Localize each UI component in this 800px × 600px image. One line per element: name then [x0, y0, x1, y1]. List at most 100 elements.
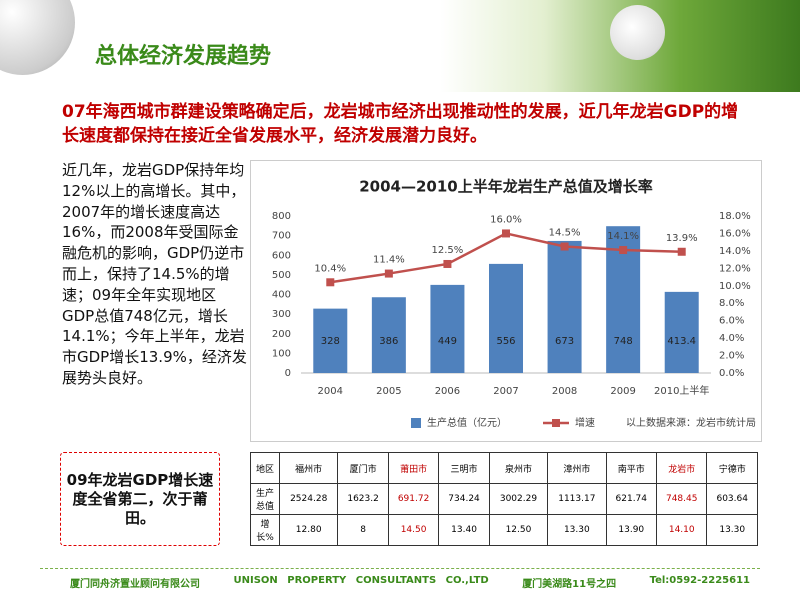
table-cell: 748.45 — [655, 483, 708, 515]
source-note: 以上数据来源：龙岩市统计局 — [626, 416, 756, 429]
y2-tick-label: 6.0% — [719, 316, 744, 327]
company: 厦门同舟济置业顾问有限公司 — [70, 579, 200, 590]
table-cell: 3002.29 — [488, 483, 549, 515]
x-tick-label: 2007 — [493, 386, 518, 397]
table-cell: 2524.28 — [278, 483, 339, 515]
callout: 09年龙岩GDP增长速度全省第二，次于莆田。 — [60, 452, 220, 546]
marker — [502, 229, 510, 238]
y2-tick-label: 12.0% — [719, 263, 751, 274]
table-row: 地区 福州市 厦门市 莆田市 三明市 泉州市 漳州市 南平市 龙岩市 宁德市 — [250, 452, 758, 484]
table-cell: 13.40 — [438, 514, 490, 546]
y-tick-label: 700 — [272, 231, 291, 242]
table-cell: 福州市 — [278, 452, 339, 484]
table-cell: 龙岩市 — [655, 452, 708, 484]
y-tick-label: 100 — [272, 348, 291, 359]
marker — [443, 259, 452, 268]
point-label: 12.5% — [432, 245, 464, 256]
comparison-table: 地区 福州市 厦门市 莆田市 三明市 泉州市 漳州市 南平市 龙岩市 宁德市 生产总值 2524.28… — [250, 452, 758, 546]
y2-tick-label: 14.0% — [719, 246, 751, 257]
table-cell: 13.90 — [605, 514, 658, 546]
x-tick-label: 2006 — [435, 386, 460, 397]
table-cell: 三明市 — [438, 452, 490, 484]
y2-tick-label: 18.0% — [719, 211, 751, 222]
table-cell: 增长% — [250, 514, 280, 546]
table-cell: 漳州市 — [547, 452, 607, 484]
marker — [619, 246, 628, 255]
y-tick-label: 400 — [272, 290, 291, 301]
bar — [547, 240, 582, 373]
divider — [40, 568, 760, 569]
y2-tick-label: 0.0% — [719, 368, 744, 379]
bar-label: 673 — [555, 336, 574, 347]
table-cell: 莆田市 — [387, 452, 440, 484]
y2-tick-label: 2.0% — [719, 351, 744, 362]
y-tick-label: 600 — [272, 250, 291, 261]
table-cell: 南平市 — [605, 452, 658, 484]
marker — [384, 269, 393, 278]
y-tick-label: 0 — [285, 368, 291, 379]
table-cell: 621.74 — [605, 483, 658, 515]
bar — [664, 291, 699, 373]
bar-label: 449 — [438, 336, 457, 347]
legend-swatch — [411, 418, 421, 428]
chart: 2004—2010上半年龙岩生产总值及增长率 0 100 200 300 400 500 6… — [250, 160, 762, 442]
bar — [371, 297, 406, 373]
bar-label: 413.4 — [667, 336, 696, 347]
table-row: 生产总值 2524.28 1623.2 691.72 734.24 3002.29 1113… — [250, 483, 758, 515]
y2-tick-label: 16.0% — [719, 228, 751, 239]
bar — [430, 284, 465, 373]
table-cell: 1113.17 — [547, 483, 607, 515]
banner — [0, 0, 800, 92]
table-cell: 8 — [337, 514, 389, 546]
table-cell: 宁德市 — [706, 452, 758, 484]
y-tick-label: 300 — [272, 309, 291, 320]
legend-label: 增速 — [575, 416, 595, 429]
bar-label: 328 — [321, 336, 340, 347]
marker — [326, 278, 335, 287]
point-label: 10.4% — [314, 263, 346, 274]
x-tick-label: 2004 — [318, 386, 343, 397]
table-cell: 12.80 — [278, 514, 339, 546]
address: 厦门美湖路11号之四 — [522, 579, 617, 590]
marker — [560, 242, 569, 251]
x-tick-label: 2005 — [376, 386, 401, 397]
legend-swatch — [552, 419, 560, 427]
chart-title: 2004—2010上半年龙岩生产总值及增长率 — [359, 178, 653, 196]
body-text: 近几年，龙岩GDP保持年均12%以上的高增长。其中，2007年的增长速度高达16… — [62, 161, 247, 387]
y2-tick-label: 8.0% — [719, 298, 744, 309]
y-tick-label: 500 — [272, 270, 291, 281]
golf-ball — [0, 0, 75, 75]
y-tick-label: 800 — [272, 211, 291, 222]
slide-title: 总体经济发展趋势 — [95, 44, 272, 69]
table-cell: 603.64 — [706, 483, 758, 515]
table-cell: 泉州市 — [488, 452, 549, 484]
legend-label: 生产总值（亿元） — [427, 416, 507, 429]
table-cell: 14.10 — [655, 514, 708, 546]
x-tick-label: 2008 — [552, 386, 577, 397]
point-label: 14.5% — [549, 228, 581, 239]
y2-tick-label: 10.0% — [719, 281, 751, 292]
table-cell: 14.50 — [387, 514, 440, 546]
phone: Tel:0592-2225611 — [649, 575, 750, 586]
y-tick-label: 200 — [272, 329, 291, 340]
table-row: 增长% 12.80 8 14.50 13.40 12.50 13.30 13.90 14.10 1… — [250, 514, 758, 546]
table-cell: 13.30 — [706, 514, 758, 546]
x-tick-label: 2009 — [610, 386, 635, 397]
table-cell: 734.24 — [438, 483, 490, 515]
table-cell: 地区 — [250, 452, 280, 484]
bar — [313, 308, 348, 373]
point-label: 11.4% — [373, 255, 405, 266]
x-tick-label: 2010上半年 — [654, 384, 709, 397]
bar-label: 386 — [379, 336, 398, 347]
table-cell: 1623.2 — [337, 483, 389, 515]
golf-ball — [610, 5, 665, 60]
footer: 厦门同舟济置业顾问有限公司 UNISON PROPERTY CONSULTANT… — [70, 575, 750, 590]
company-english: UNISON PROPERTY CONSULTANTS CO.,LTD — [233, 575, 489, 586]
bar-label: 556 — [496, 336, 515, 347]
table-cell: 厦门市 — [337, 452, 389, 484]
point-label: 16.0% — [490, 214, 522, 225]
bar-label: 748 — [614, 336, 633, 347]
point-label: 14.1% — [607, 231, 639, 242]
bar — [489, 263, 523, 373]
